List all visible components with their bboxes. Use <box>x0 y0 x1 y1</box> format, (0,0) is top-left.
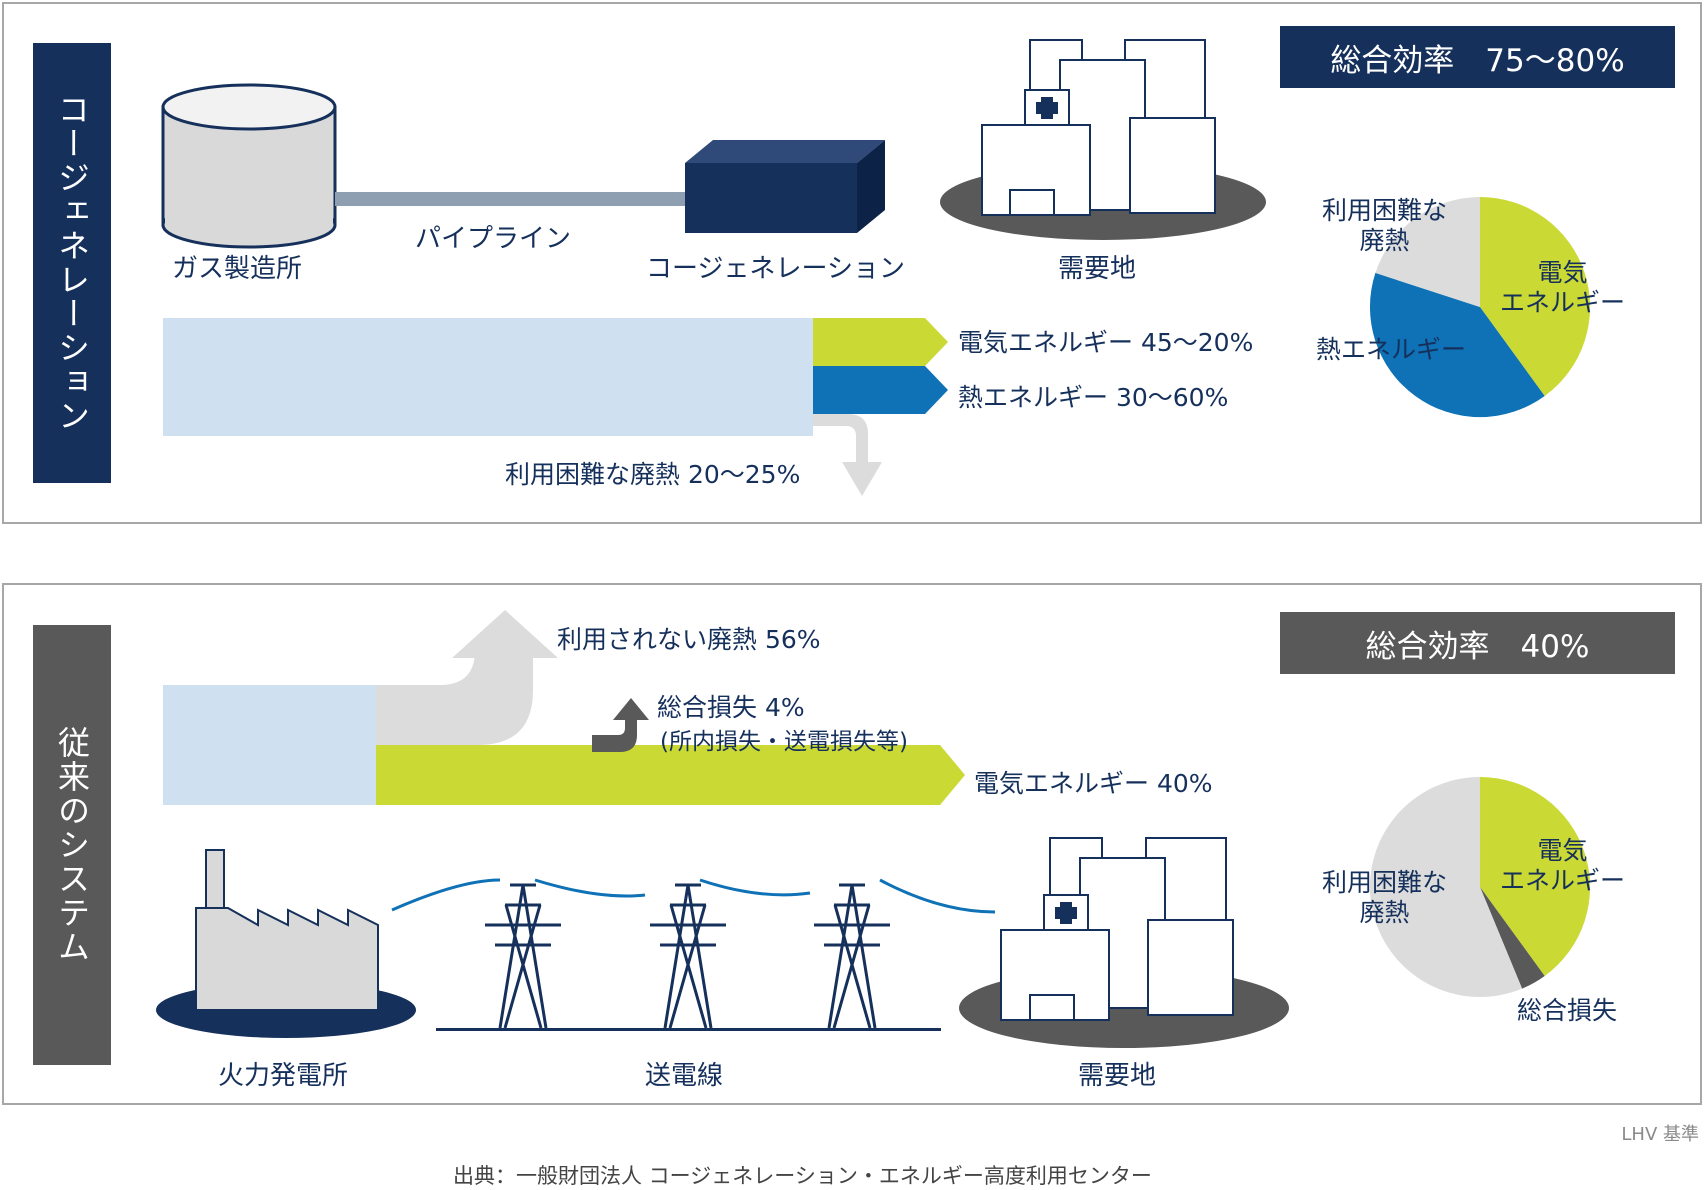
total-loss-arrow <box>592 698 649 752</box>
conventional-electric-label: 電気エネルギー 40% <box>974 769 1213 798</box>
total-loss-label: 総合損失 4% <box>657 693 805 722</box>
unused-waste-heat-arrow <box>376 610 558 745</box>
conventional-input-bar <box>163 685 376 805</box>
heat-flow-arrow <box>813 366 948 414</box>
basis-note: LHV 基準 <box>1621 1124 1699 1145</box>
pie-label-heat: 熱エネルギー <box>1316 335 1467 364</box>
pie-slice-waste <box>1369 776 1523 997</box>
waste-heat-flow-label: 利用困難な廃熱 20〜25% <box>505 460 801 489</box>
conventional-side-label: 従来のシステム <box>33 625 111 1065</box>
demand-site-label: 需要地 <box>1058 254 1137 284</box>
transmission-tower-icon <box>485 883 561 1029</box>
cogeneration-unit-icon <box>685 140 885 233</box>
pie-label-waste: 利用困難な 廃熱 <box>1322 868 1448 927</box>
conventional-electric-arrow <box>376 745 965 805</box>
power-plant-label: 火力発電所 <box>218 1061 349 1091</box>
ground-line <box>436 1028 941 1031</box>
transmission-tower-icon <box>814 883 890 1029</box>
conventional-pie-chart <box>1369 776 1591 997</box>
power-lines <box>391 878 996 914</box>
gas-plant-label: ガス製造所 <box>172 254 303 284</box>
electric-flow-label: 電気エネルギー 45〜20% <box>958 328 1254 357</box>
cogeneration-unit-label: コージェネレーション <box>646 254 905 284</box>
electric-flow-arrow <box>813 318 948 366</box>
heat-flow-label: 熱エネルギー 30〜60% <box>958 383 1229 412</box>
pie-slice-electric <box>1480 196 1591 396</box>
input-energy-bar <box>163 318 813 436</box>
gas-tank-icon <box>161 83 337 249</box>
conventional-panel <box>2 583 1702 1105</box>
pie-slice-heat <box>1369 272 1545 418</box>
unused-waste-heat-label: 利用されない廃熱 56% <box>557 625 821 654</box>
conventional-efficiency-badge: 総合効率 40% <box>1280 612 1675 674</box>
pipeline-bar <box>335 192 685 206</box>
pie-label-loss: 総合損失 <box>1517 996 1618 1025</box>
waste-heat-arrow <box>813 414 882 496</box>
pie-slice-loss <box>1480 887 1545 989</box>
pie-label-electric: 電気 エネルギー <box>1500 258 1626 317</box>
demand-site-label: 需要地 <box>1078 1061 1157 1091</box>
pie-label-electric: 電気 エネルギー <box>1500 836 1626 895</box>
source-credit: 出典：一般財団法人 コージェネレーション・エネルギー高度利用センター <box>453 1164 1152 1188</box>
cogeneration-efficiency-badge: 総合効率 75〜80% <box>1280 26 1675 88</box>
power-plant-icon <box>156 849 416 1038</box>
loss-detail-label: (所内損失・送電損失等) <box>660 729 908 755</box>
pie-slice-electric <box>1480 777 1591 976</box>
cogeneration-pie-chart <box>1369 196 1591 418</box>
demand-site-buildings-icon <box>959 837 1289 1048</box>
transmission-line-label: 送電線 <box>645 1061 724 1091</box>
demand-site-buildings-icon <box>940 39 1266 240</box>
transmission-tower-icon <box>650 883 726 1029</box>
pie-slice-waste <box>1375 197 1480 307</box>
pie-label-waste: 利用困難な 廃熱 <box>1322 196 1448 255</box>
pipeline-label: パイプライン <box>415 224 572 254</box>
cogeneration-side-label: コージェネレーション <box>33 43 111 483</box>
